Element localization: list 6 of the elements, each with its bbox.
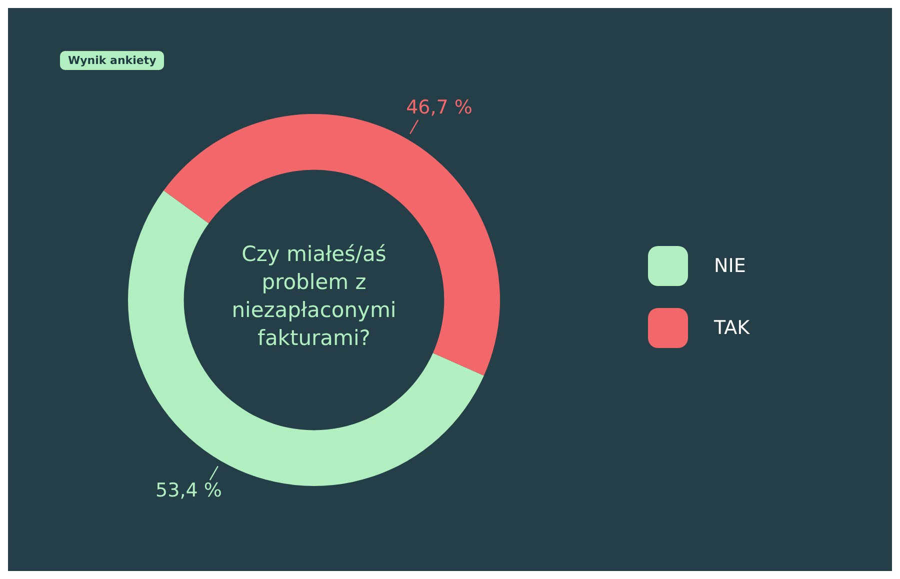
chart-title: Wynik ankiety — [60, 51, 164, 70]
legend-label: NIE — [714, 255, 746, 277]
data-label: 53,4 % — [156, 480, 222, 502]
legend-label: TAK — [714, 317, 750, 339]
text: Czy miałeś/aś problem z niezapłaconymi fakturami? — [230, 241, 398, 352]
data-label: 46,7 % — [406, 96, 472, 118]
